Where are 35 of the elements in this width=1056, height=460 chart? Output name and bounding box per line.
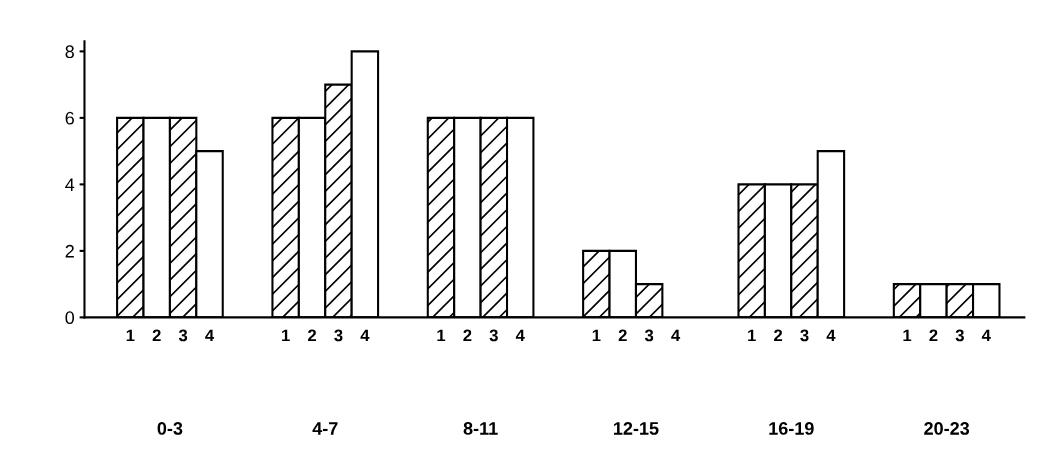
text: 3 [489, 329, 498, 342]
y-tick-label: 2 [65, 244, 74, 258]
x-tick-label: 20-23 [924, 422, 970, 435]
text: 1 [592, 329, 601, 342]
text: 2 [308, 329, 317, 342]
text: 2 [463, 329, 472, 342]
x-tick-label: 12-15 [614, 422, 659, 435]
series-label: 1 [126, 329, 135, 342]
text: 2 [929, 329, 938, 342]
text: 4 [360, 329, 370, 342]
x-tick-label: 0-3 [157, 422, 183, 435]
text: 1 [437, 329, 446, 342]
text: 3 [644, 329, 654, 342]
text: 2 [618, 329, 627, 342]
text: 3 [955, 329, 964, 342]
text: 4 [826, 329, 836, 342]
series-label: 3 [178, 329, 188, 342]
y-tick-label: 6 [65, 111, 74, 125]
series-label: 2 [152, 329, 161, 342]
text: 2 [774, 329, 783, 342]
y-tick-label: 4 [65, 178, 75, 191]
text: 4 [515, 329, 525, 342]
text: 4 [981, 329, 991, 342]
text: 3 [800, 329, 809, 342]
text: 1 [748, 329, 756, 342]
text: 3 [334, 329, 343, 342]
x-tick-label: 8-11 [463, 422, 498, 435]
x-tick-label: 4-7 [312, 422, 338, 435]
y-tick-label: 8 [65, 45, 74, 59]
text: 1 [282, 329, 290, 342]
series-label: 4 [205, 329, 215, 342]
y-tick-label: 0 [65, 311, 75, 325]
text: 1 [903, 329, 912, 342]
x-tick-label: 16-19 [769, 422, 814, 435]
text: 4 [671, 329, 681, 342]
